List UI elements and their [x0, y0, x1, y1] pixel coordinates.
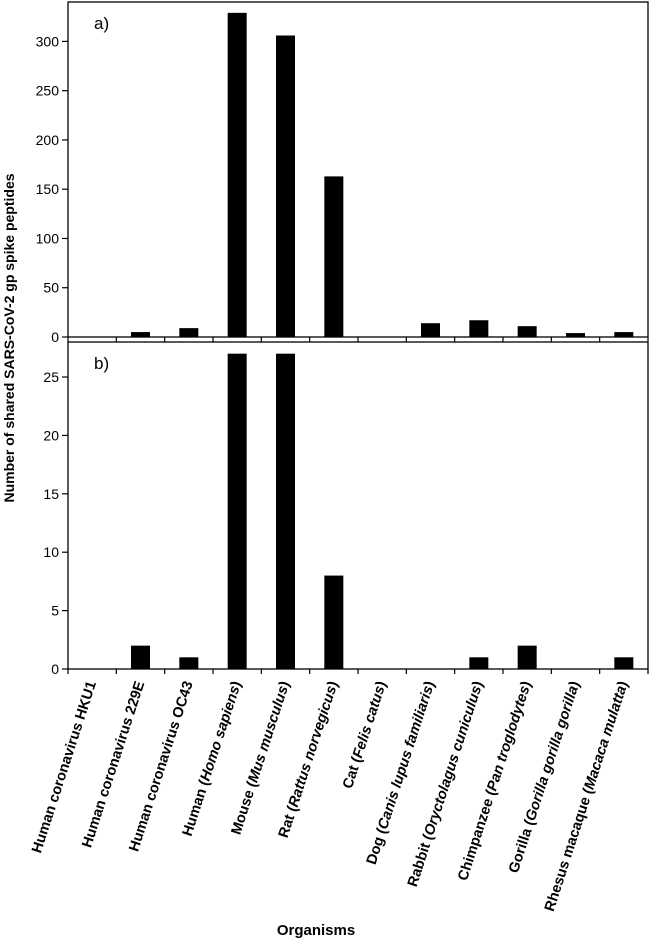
y-tick-label: 200	[36, 132, 60, 148]
bar	[131, 645, 150, 669]
bar	[614, 332, 634, 337]
bar	[276, 35, 295, 337]
bar	[179, 657, 199, 669]
category-label: Rhesus macaque (Macaca mulatta)	[542, 679, 632, 913]
y-tick-label: 50	[43, 280, 59, 296]
bar	[324, 176, 344, 337]
bar	[566, 333, 585, 337]
y-tick-label: 300	[36, 33, 60, 49]
bar	[517, 645, 537, 669]
bar	[227, 12, 247, 338]
x-axis-label: Organisms	[277, 922, 355, 939]
y-tick-label: 25	[43, 369, 59, 385]
panel-a: a) 0 50 100 150 200 250 300	[36, 1, 649, 345]
panel-label: b)	[94, 354, 109, 373]
bar	[517, 326, 537, 337]
bar	[324, 575, 344, 669]
y-tick-label: 15	[43, 486, 59, 502]
panel-b: b) 0 5 10 15 20 25	[43, 341, 649, 677]
y-tick-label: 10	[43, 544, 59, 560]
bar	[614, 657, 634, 669]
bar	[131, 332, 150, 337]
y-tick-label: 150	[36, 181, 60, 197]
plot-frame	[67, 1, 649, 338]
bar	[227, 353, 247, 669]
category-label: Cat (Felis catus)	[340, 679, 390, 791]
y-axis-label: Number of shared SARS-CoV-2 gp spike pep…	[1, 173, 17, 502]
panel-label: a)	[94, 14, 109, 33]
y-tick-label: 250	[36, 83, 60, 99]
bar	[179, 328, 199, 337]
bar	[469, 657, 489, 669]
bar	[469, 320, 489, 337]
plot-frame	[67, 341, 649, 670]
bar	[421, 323, 440, 337]
y-tick-label: 5	[51, 603, 59, 619]
y-tick-label: 100	[36, 230, 60, 246]
y-tick-label: 0	[51, 661, 59, 677]
y-tick-label: 0	[51, 329, 59, 345]
bar	[276, 353, 295, 669]
y-tick-label: 20	[43, 427, 59, 443]
